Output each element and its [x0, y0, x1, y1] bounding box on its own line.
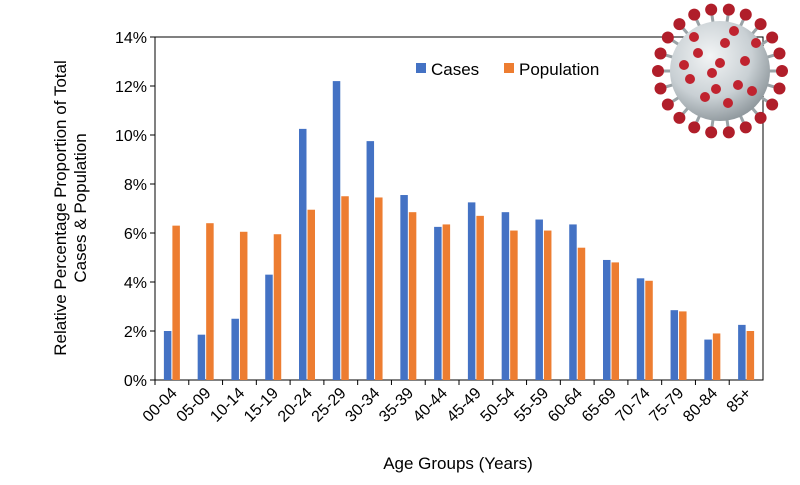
bar-cases-80-84	[704, 339, 712, 380]
y-tick-label: 0%	[124, 373, 147, 390]
legend-label-cases: Cases	[431, 60, 479, 79]
y-tick-label: 12%	[115, 79, 147, 96]
bar-cases-45-49	[467, 202, 476, 380]
bar-cases-25-29	[332, 81, 341, 380]
bar-cases-70-74	[636, 278, 645, 380]
bar-cases-10-14	[231, 318, 239, 380]
x-axis-title: Age Groups (Years)	[383, 454, 533, 473]
bar-population-10-14	[239, 231, 248, 380]
bar-population-85+	[746, 331, 755, 380]
bar-population-55-59	[543, 230, 552, 380]
x-tick-label: 15-19	[241, 385, 282, 426]
y-tick-label: 14%	[115, 30, 147, 47]
bar-population-70-74	[645, 280, 653, 380]
x-axis: 00-0405-0910-1415-1920-2425-2930-3435-39…	[140, 380, 755, 426]
x-tick-label: 20-24	[275, 385, 316, 426]
x-tick-label: 50-54	[478, 385, 519, 426]
bar-cases-85+	[738, 324, 746, 380]
bars	[163, 81, 755, 380]
y-axis: 0% 2% 4% 6% 8% 10% 12% 14%	[115, 30, 155, 390]
bar-cases-35-39	[400, 195, 408, 380]
bar-population-60-64	[577, 247, 586, 380]
bar-cases-75-79	[670, 310, 679, 380]
x-tick-label: 05-09	[174, 385, 215, 426]
bar-population-30-34	[375, 197, 383, 380]
x-tick-label: 65-69	[579, 385, 620, 426]
bar-population-35-39	[408, 212, 417, 380]
y-axis-title-line-2: Cases & Population	[71, 133, 90, 282]
y-axis-title-line-1: Relative Percentage Proportion of Total	[51, 60, 70, 355]
bar-cases-15-19	[265, 274, 273, 380]
y-tick-label: 6%	[124, 226, 147, 243]
bar-cases-05-09	[197, 334, 206, 380]
bar-population-75-79	[679, 311, 687, 380]
y-tick-label: 4%	[124, 275, 147, 292]
x-tick-label: 60-64	[545, 385, 586, 426]
x-tick-label: 45-49	[444, 385, 485, 426]
x-tick-label: 00-04	[140, 385, 181, 426]
y-axis-title: Relative Percentage Proportion of Total …	[51, 60, 90, 355]
bar-cases-60-64	[569, 224, 577, 380]
bar-cases-65-69	[603, 259, 611, 380]
bar-cases-20-24	[299, 128, 307, 380]
bar-population-20-24	[307, 209, 315, 380]
bar-cases-55-59	[535, 219, 543, 380]
x-tick-label: 10-14	[207, 385, 248, 426]
x-tick-label: 35-39	[376, 385, 417, 426]
legend-swatch-cases	[416, 63, 426, 73]
bar-population-50-54	[510, 230, 518, 380]
bar-population-80-84	[712, 333, 721, 380]
x-tick-label: 30-34	[342, 385, 383, 426]
bar-population-65-69	[611, 262, 619, 380]
x-tick-label: 55-59	[511, 385, 552, 426]
x-tick-label: 85+	[724, 385, 755, 416]
bar-cases-30-34	[366, 141, 375, 380]
coronavirus-icon	[652, 3, 788, 139]
bar-population-25-29	[341, 196, 349, 380]
bar-population-40-44	[442, 224, 451, 380]
x-tick-label: 40-44	[410, 385, 451, 426]
bar-population-45-49	[476, 215, 484, 380]
bar-population-15-19	[273, 234, 282, 380]
y-tick-label: 10%	[115, 128, 147, 145]
x-tick-label: 80-84	[680, 385, 721, 426]
x-tick-label: 25-29	[309, 385, 350, 426]
legend-label-population: Population	[519, 60, 599, 79]
bar-cases-00-04	[163, 331, 172, 380]
x-tick-label: 75-79	[646, 385, 687, 426]
legend-swatch-population	[504, 63, 514, 73]
y-tick-label: 8%	[124, 177, 147, 194]
bar-population-05-09	[206, 223, 214, 380]
y-tick-label: 2%	[124, 324, 147, 341]
bar-cases-50-54	[501, 212, 510, 380]
bar-population-00-04	[172, 225, 180, 380]
legend: Cases Population	[416, 60, 599, 79]
bar-cases-40-44	[434, 226, 442, 380]
x-tick-label: 70-74	[613, 385, 654, 426]
